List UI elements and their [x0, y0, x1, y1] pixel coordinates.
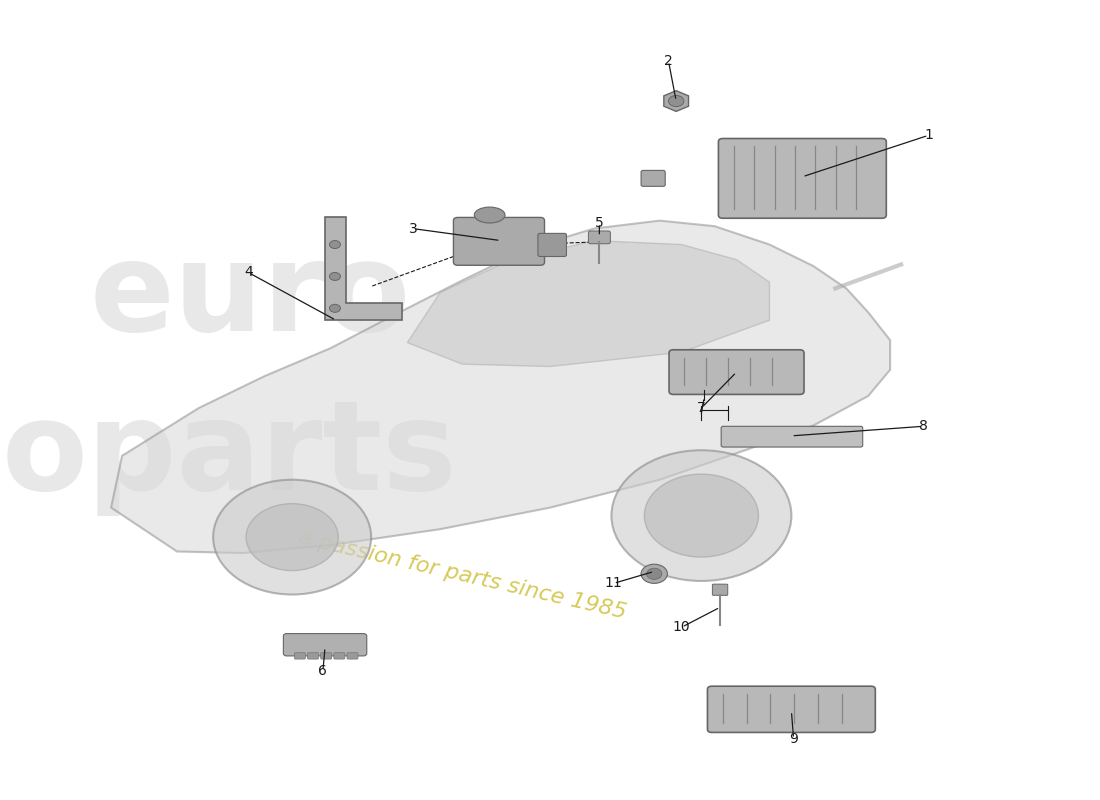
FancyBboxPatch shape [346, 653, 358, 659]
Text: 4: 4 [244, 266, 253, 279]
Circle shape [645, 474, 759, 557]
FancyBboxPatch shape [453, 218, 544, 266]
Circle shape [330, 304, 340, 312]
FancyBboxPatch shape [295, 653, 306, 659]
Text: 11: 11 [605, 576, 623, 590]
FancyBboxPatch shape [707, 686, 876, 733]
Text: 1: 1 [924, 128, 933, 142]
Polygon shape [407, 241, 769, 366]
Text: 7: 7 [697, 401, 706, 415]
Circle shape [669, 95, 684, 106]
FancyBboxPatch shape [321, 653, 332, 659]
Polygon shape [663, 90, 689, 111]
Text: euro: euro [89, 236, 410, 357]
Text: 9: 9 [789, 732, 797, 746]
Text: 10: 10 [673, 620, 691, 634]
FancyBboxPatch shape [718, 138, 887, 218]
Text: a passion for parts since 1985: a passion for parts since 1985 [296, 528, 628, 623]
FancyBboxPatch shape [308, 653, 319, 659]
Circle shape [647, 568, 662, 579]
Text: oparts: oparts [1, 395, 456, 516]
Circle shape [213, 480, 371, 594]
Circle shape [330, 273, 340, 281]
Polygon shape [326, 217, 402, 320]
Circle shape [330, 241, 340, 249]
Polygon shape [111, 221, 890, 553]
Text: 5: 5 [595, 216, 604, 230]
FancyBboxPatch shape [284, 634, 366, 656]
Circle shape [246, 504, 338, 570]
FancyBboxPatch shape [641, 170, 666, 186]
Circle shape [612, 450, 791, 581]
FancyBboxPatch shape [538, 234, 566, 257]
Circle shape [641, 564, 668, 583]
FancyBboxPatch shape [669, 350, 804, 394]
Text: 8: 8 [918, 419, 927, 434]
FancyBboxPatch shape [588, 231, 610, 244]
Text: 6: 6 [318, 664, 328, 678]
FancyBboxPatch shape [713, 584, 728, 595]
Text: 3: 3 [408, 222, 417, 235]
Ellipse shape [474, 207, 505, 223]
Text: 2: 2 [664, 54, 673, 68]
FancyBboxPatch shape [722, 426, 862, 447]
FancyBboxPatch shape [333, 653, 344, 659]
